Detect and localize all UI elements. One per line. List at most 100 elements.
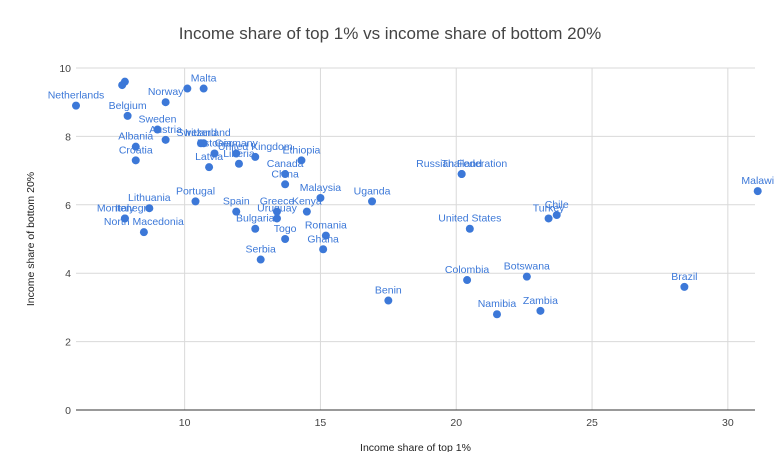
data-point [199,139,208,148]
point-label: Italy [115,202,135,214]
point-label: Togo [274,223,297,235]
data-point [191,197,200,206]
point-label: Belgium [109,100,147,112]
point-label: Brazil [671,271,697,283]
data-point [281,170,290,179]
point-label: Malta [191,73,217,85]
y-tick-label: 6 [65,200,71,212]
point-label: Albania [118,131,153,143]
chart-title: Income share of top 1% vs income share o… [178,24,602,43]
y-tick-label: 0 [65,405,71,417]
point-label: Norway [148,86,184,98]
point-label: Colombia [445,264,490,276]
point-label: Liberia [223,148,255,160]
point-label: Ghana [307,233,339,245]
data-point [256,255,265,264]
point-label: Netherlands [48,90,105,102]
point-label: Bulgaria [236,213,275,225]
x-tick-label: 15 [315,417,327,429]
data-point [319,245,328,254]
point-label: Sweden [139,114,177,126]
point-label: Canada [267,158,304,170]
point-label: Ireland [185,127,217,139]
data-point [139,228,148,237]
point-label: Lithuania [128,192,171,204]
data-point [251,152,260,161]
point-label: Botswana [504,261,550,273]
data-point [522,272,531,281]
data-point [753,187,762,196]
x-tick-label: 20 [450,417,462,429]
x-tick-label: 25 [586,417,598,429]
data-point [297,156,306,165]
data-point [72,101,80,110]
point-label: Serbia [246,244,277,256]
point-label: Estonia [197,138,232,150]
x-tick-label: 30 [722,417,734,429]
point-label: Montenegro [97,202,153,214]
y-tick-label: 8 [65,131,71,143]
data-point [251,224,260,233]
data-point [465,224,474,233]
data-point [131,142,140,151]
data-point [145,204,154,213]
data-point [234,159,243,168]
x-tick-label: 10 [179,417,191,429]
point-label: Turkey [533,202,565,214]
grid-lines [76,67,755,411]
point-label: Latvia [195,151,223,163]
point-label: Malaysia [300,182,342,194]
data-point [544,214,553,223]
point-label: Croatia [119,144,153,156]
data-point [232,207,241,216]
point-label: Uganda [354,185,391,197]
data-point [302,207,311,216]
point-label: Spain [223,196,250,208]
y-tick-label: 4 [65,268,71,280]
point-label: Ethiopia [282,144,320,156]
data-point [120,214,129,223]
data-point [120,77,129,86]
data-point [131,156,140,165]
y-tick-label: 10 [59,63,71,75]
point-label: Portugal [176,185,215,197]
data-point [272,214,281,223]
data-point [161,98,170,107]
data-point [384,296,393,305]
data-point [316,193,325,202]
y-axis-title: Income share of bottom 20% [25,172,37,306]
point-label: Switzerland [177,127,231,139]
data-point [457,170,466,179]
data-point [272,207,281,216]
point-label: Uruguay [257,202,297,214]
axes: 0 2 4 6 8 10 10 15 20 25 30 [59,63,755,429]
data-point [210,149,219,158]
point-label: Thailand [442,158,482,170]
data-point [183,84,192,93]
point-label: Romania [305,220,347,232]
point-label: Germany [215,138,259,150]
point-label: Chile [545,199,569,211]
point-label: Zambia [523,295,558,307]
data-point [321,231,330,240]
y-tick-label: 2 [65,337,71,349]
data-point [232,149,241,158]
data-point [281,235,290,243]
data-point [492,310,501,319]
data-point [199,84,208,93]
point-label: Benin [375,285,402,297]
data-point [368,197,377,206]
point-label: Namibia [478,298,517,310]
point-label: Kenya [292,196,322,208]
point-label: Austria [149,124,182,136]
data-point [123,111,132,120]
point-label: Russian Federation [416,158,507,170]
data-point [552,211,561,220]
point-label: China [271,168,299,180]
point-label: Greece [260,196,295,208]
point-label: United Kingdom [218,141,293,153]
data-point [205,163,214,172]
data-point [281,180,290,189]
data-point [536,306,545,315]
data-points [72,77,762,319]
